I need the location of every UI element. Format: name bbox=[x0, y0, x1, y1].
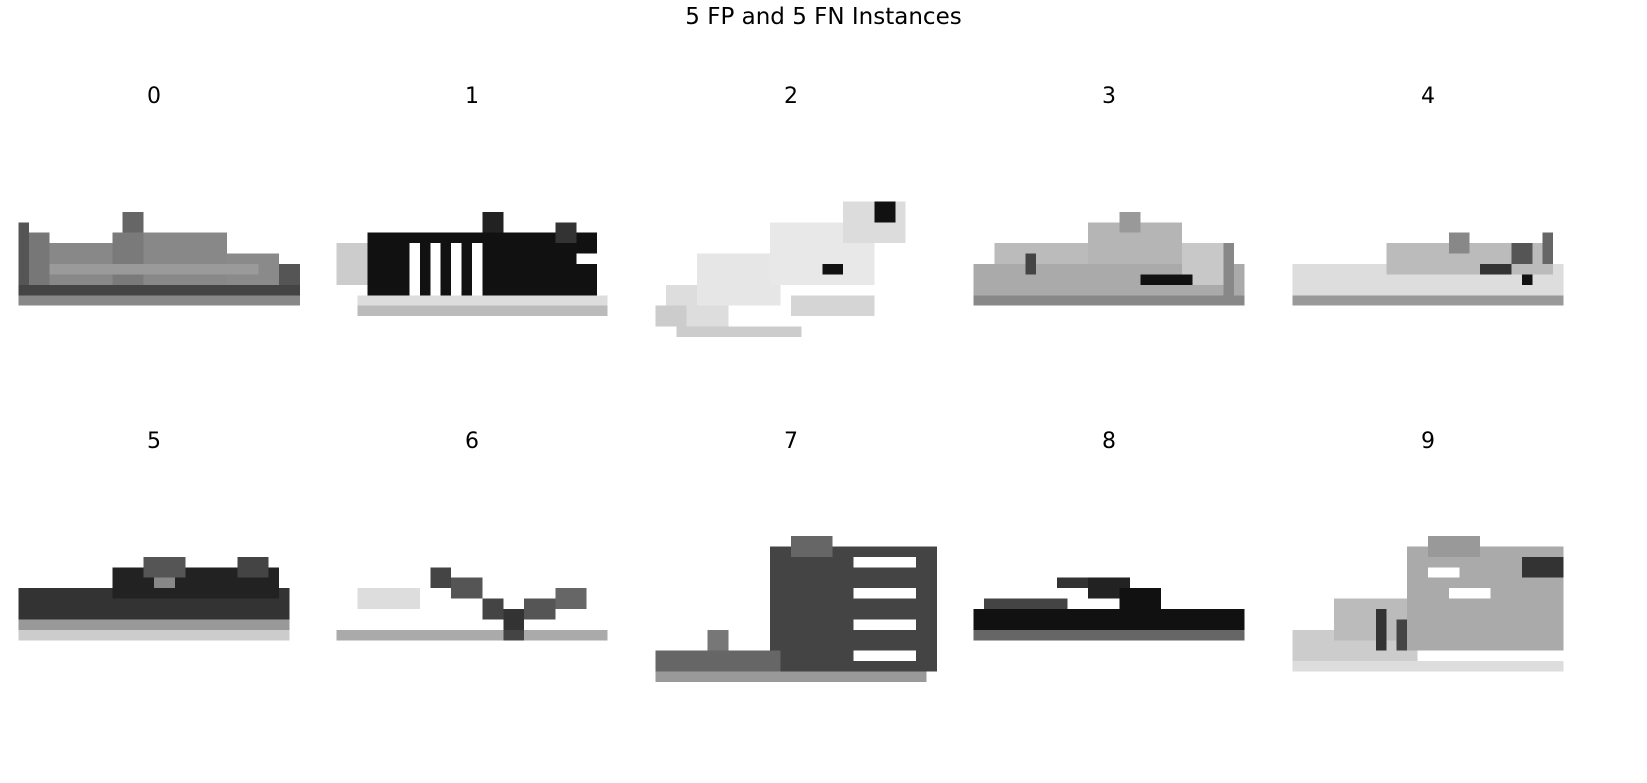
panel-7: 7 bbox=[645, 427, 937, 755]
sandal-heeled-icon bbox=[655, 536, 937, 682]
sneaker-black-striped-icon bbox=[336, 211, 608, 317]
panel-9: 9 bbox=[1282, 427, 1574, 755]
panel-1: 1 bbox=[326, 82, 618, 410]
sandal-strap-icon bbox=[336, 567, 608, 641]
panel-title: 7 bbox=[784, 429, 798, 454]
sandal-flip-flop-icon bbox=[973, 577, 1245, 641]
panel-4: 4 bbox=[1282, 82, 1574, 410]
panel-8: 8 bbox=[963, 427, 1255, 755]
panel-title: 1 bbox=[465, 84, 479, 109]
panel-title: 9 bbox=[1421, 429, 1435, 454]
panel-title: 0 bbox=[147, 84, 161, 109]
panel-title: 3 bbox=[1102, 84, 1116, 109]
panel-3: 3 bbox=[963, 82, 1255, 410]
panel-title: 4 bbox=[1421, 84, 1435, 109]
panel-title: 5 bbox=[147, 429, 161, 454]
panel-title: 6 bbox=[465, 429, 479, 454]
panel-title: 8 bbox=[1102, 429, 1116, 454]
figure-title: 5 FP and 5 FN Instances bbox=[685, 4, 962, 30]
panel-title: 2 bbox=[784, 84, 798, 109]
sneaker-mixed-icon bbox=[1292, 536, 1564, 672]
panel-6: 6 bbox=[326, 427, 618, 755]
sneaker-gray-low-icon bbox=[18, 211, 300, 306]
sneaker-light-gray-icon bbox=[973, 211, 1245, 306]
panel-5: 5 bbox=[8, 427, 300, 755]
sneaker-dark-gray-icon bbox=[18, 556, 290, 641]
panel-2: 2 bbox=[645, 82, 937, 410]
panel-0: 0 bbox=[8, 82, 300, 410]
sneaker-pale-icon bbox=[1292, 232, 1564, 306]
sneaker-white-icon bbox=[655, 201, 906, 337]
